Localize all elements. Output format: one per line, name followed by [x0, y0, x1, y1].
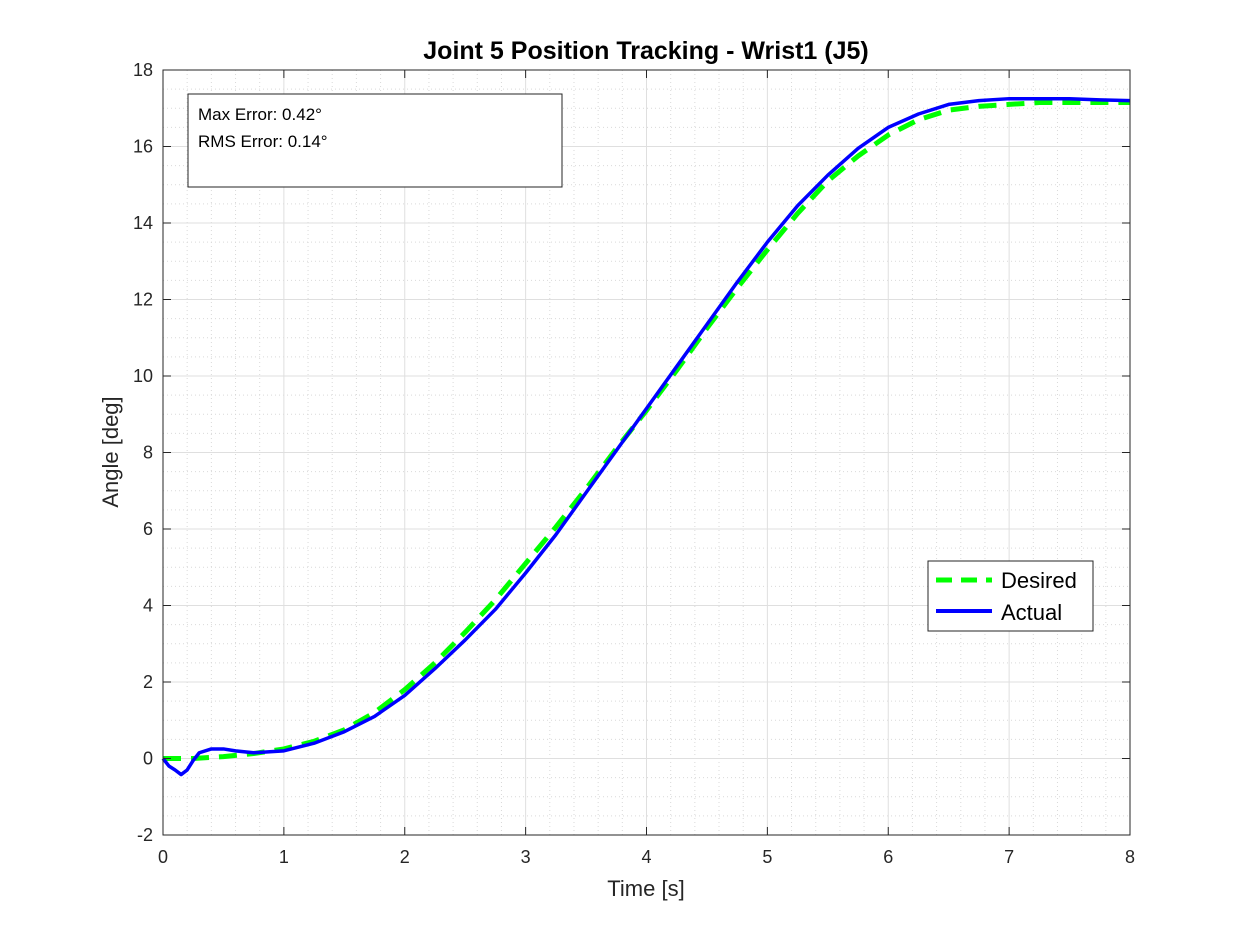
y-tick-label: 16 [133, 137, 153, 157]
series-layer [161, 96, 1131, 777]
series-line-actual [161, 96, 1131, 777]
y-tick-label: 10 [133, 366, 153, 386]
y-tick-label: 18 [133, 60, 153, 80]
chart-title: Joint 5 Position Tracking - Wrist1 (J5) [423, 37, 868, 65]
y-tick-label: 12 [133, 290, 153, 310]
x-tick-label: 0 [158, 847, 168, 867]
legend-desired-label: Desired [1001, 568, 1077, 593]
y-tick-label: 8 [143, 443, 153, 463]
y-axis-label: Angle [deg] [98, 396, 123, 507]
x-axis-label: Time [s] [607, 876, 684, 901]
x-tick-label: 3 [521, 847, 531, 867]
annotation-max-error: Max Error: 0.42° [198, 105, 322, 124]
y-tick-label: 6 [143, 519, 153, 539]
x-tick-label: 8 [1125, 847, 1135, 867]
annotation-box: Max Error: 0.42° RMS Error: 0.14° [187, 93, 563, 188]
x-tick-label: 6 [883, 847, 893, 867]
x-tick-label: 2 [400, 847, 410, 867]
legend-actual-label: Actual [1001, 600, 1062, 625]
y-tick-label: -2 [137, 825, 153, 845]
x-tick-label: 4 [641, 847, 651, 867]
y-tick-label: 2 [143, 672, 153, 692]
x-tick-label: 5 [762, 847, 772, 867]
y-tick-label: 0 [143, 749, 153, 769]
legend-box [927, 560, 1094, 632]
y-tick-label: 4 [143, 596, 153, 616]
x-tick-label: 7 [1004, 847, 1014, 867]
annotation-rms-error: RMS Error: 0.14° [198, 132, 328, 151]
legend: Desired Actual [927, 560, 1094, 632]
x-tick-label: 1 [279, 847, 289, 867]
annotation-box-frame [187, 93, 563, 188]
y-tick-label: 14 [133, 213, 153, 233]
